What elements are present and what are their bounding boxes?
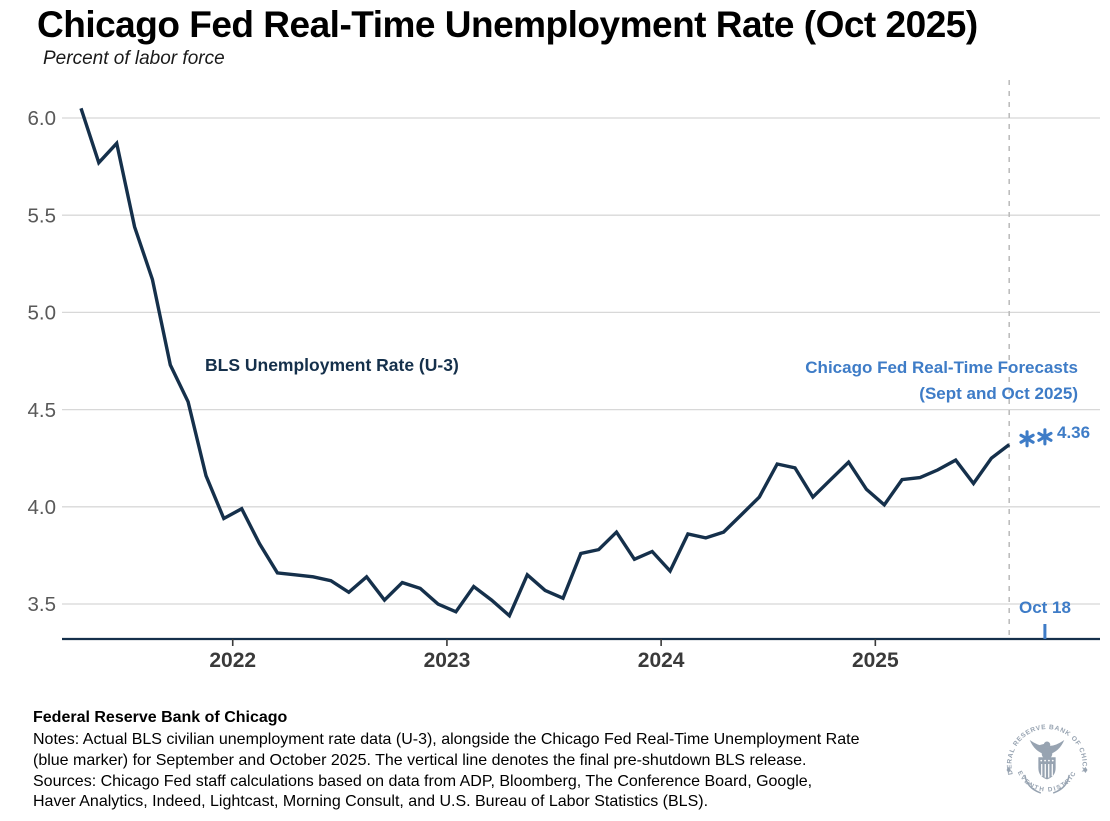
series-label: BLS Unemployment Rate (U-3) <box>205 355 459 375</box>
page-title: Chicago Fed Real-Time Unemployment Rate … <box>37 4 978 45</box>
y-axis-tick-label: 4.0 <box>28 496 57 519</box>
footer-notes-line1: Notes: Actual BLS civilian unemployment … <box>33 731 860 748</box>
footer-sources-line1: Sources: Chicago Fed staff calculations … <box>33 772 813 790</box>
forecast-asterisk-marker <box>1037 428 1053 446</box>
seal-eagle-icon <box>1024 740 1070 794</box>
chart-subtitle: Percent of labor force <box>43 48 225 69</box>
chart-plot-area: 3.5 4.0 4.5 5.0 5.5 6.0 2022 2023 2024 2025 <box>28 80 1100 672</box>
footer: Federal Reserve Bank of Chicago Notes: A… <box>33 709 993 813</box>
footer-org-name: Federal Reserve Bank of Chicago <box>33 709 288 726</box>
asterisk-spoke <box>1019 433 1035 444</box>
unemployment-chart: 3.5 4.0 4.5 5.0 5.5 6.0 2022 2023 2024 2025 BLS U… <box>28 80 1100 672</box>
y-axis-tick-label: 5.5 <box>28 204 57 227</box>
forecast-asterisk-marker <box>1019 430 1035 448</box>
x-axis-tick-label: 2022 <box>209 649 256 672</box>
forecast-value-label: 4.36 <box>1057 423 1090 442</box>
y-axis-tick-label: 4.5 <box>28 399 57 422</box>
bls-unemployment-line <box>79 107 1011 619</box>
x-axis-tick-label: 2024 <box>638 649 685 672</box>
y-axis-tick-label: 3.5 <box>28 593 57 616</box>
y-axis-tick-label: 6.0 <box>28 107 57 130</box>
y-axis-tick-label: 5.0 <box>28 302 57 325</box>
seal-star-icons <box>1006 766 1088 774</box>
footer-notes-line2: (blue marker) for September and October … <box>33 751 807 769</box>
x-axis-tick-label: 2025 <box>852 649 899 672</box>
chicago-fed-seal: FEDERAL RESERVE BANK OF CHICAGO SEVENTH … <box>999 712 1088 794</box>
forecast-label-line1: Chicago Fed Real-Time Forecasts <box>805 358 1078 377</box>
forecast-label-line2: (Sept and Oct 2025) <box>919 384 1078 403</box>
x-axis-tick-label: 2023 <box>424 649 471 672</box>
asterisk-spoke <box>1037 431 1053 442</box>
cutoff-date-label: Oct 18 <box>1019 598 1071 617</box>
footer-sources-line2: Haver Analytics, Indeed, Lightcast, Morn… <box>33 793 709 811</box>
